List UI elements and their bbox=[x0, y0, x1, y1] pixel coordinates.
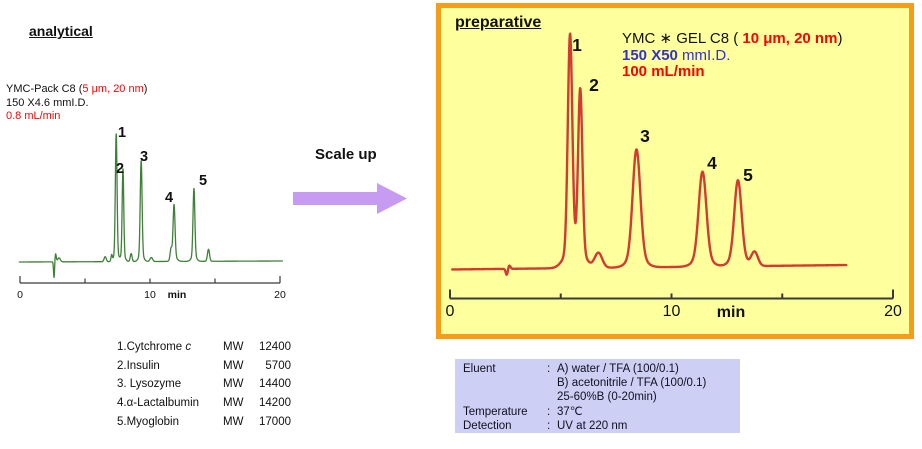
preparative-chromatogram: 0 10 20 min 12 3 4 5 bbox=[446, 32, 902, 321]
mw-label: MW bbox=[223, 397, 244, 410]
peak-label-3: 3 bbox=[640, 126, 650, 146]
analytical-column-line2: 150 X4.6 mmI.D. bbox=[6, 96, 89, 109]
preparative-column-line2: 150 X50 mmI.D. bbox=[622, 46, 842, 65]
paren-close-text: ) bbox=[837, 30, 843, 47]
mw-label: MW bbox=[223, 341, 244, 353]
peak-label-1: 1 bbox=[118, 125, 126, 141]
preparative-column-info: YMC ∗ GEL C8 ( 10 μm, 20 nm) 150 X50 mmI… bbox=[622, 30, 843, 81]
right-arrow-icon bbox=[293, 183, 407, 214]
condition-label: Detection bbox=[463, 419, 512, 432]
condition-colon: : bbox=[547, 405, 551, 418]
x-axis-tick-label: 10 bbox=[144, 289, 156, 301]
paren-close-text: ) bbox=[143, 83, 148, 95]
peak-label-4: 4 bbox=[165, 190, 173, 206]
compound-name: 2.Insulin bbox=[117, 359, 160, 372]
x-axis-tick-label: 0 bbox=[17, 289, 23, 301]
compound-name: 4.α-Lactalbumin bbox=[117, 397, 200, 410]
condition-value: 25-60%B (0-20min) bbox=[557, 391, 657, 404]
condition-label: Eluent bbox=[463, 363, 496, 375]
peak-label-1: 1 bbox=[572, 35, 582, 55]
analytical-column-line1: YMC-Pack C8 (5 μm, 20 nm) bbox=[6, 83, 147, 97]
mw-value: 12400 bbox=[259, 341, 291, 353]
column-name-text: YMC-Pack C8 ( bbox=[6, 83, 83, 95]
peak-label-5: 5 bbox=[743, 165, 753, 185]
x-axis-tick-label: 20 bbox=[884, 303, 902, 320]
preparative-title: preparative bbox=[455, 14, 542, 31]
x-axis-unit-label: min bbox=[717, 304, 745, 321]
analytical-column-info: YMC-Pack C8 (5 μm, 20 nm) 150 X4.6 mmI.D… bbox=[6, 83, 147, 124]
mw-value: 5700 bbox=[265, 359, 291, 372]
conditions-box: Eluent: A) water / TFA (100/0.1) B) aceton… bbox=[455, 359, 740, 433]
x-axis-tick-label: 20 bbox=[274, 289, 286, 301]
mw-value: 14200 bbox=[259, 397, 291, 410]
particle-pore-text: 10 μm, 20 nm bbox=[742, 30, 838, 47]
preparative-flow-rate: 100 mL/min bbox=[622, 63, 705, 80]
compound-name: 3. Lysozyme bbox=[117, 378, 182, 391]
condition-colon: : bbox=[547, 419, 551, 432]
x-axis-tick-label: 0 bbox=[446, 303, 455, 320]
preparative-box bbox=[436, 3, 914, 339]
compound-name: 1.Cytchrome c bbox=[117, 341, 192, 353]
x-axis-unit-label: min bbox=[168, 289, 187, 301]
condition-colon bbox=[547, 390, 557, 404]
column-size-unit-text: mmI.D. bbox=[677, 46, 731, 64]
condition-value: A) water / TFA (100/0.1) bbox=[557, 363, 679, 375]
analytical-flow-rate: 0.8 mL/min bbox=[6, 110, 61, 122]
condition-colon bbox=[547, 376, 557, 390]
condition-label bbox=[463, 390, 547, 404]
x-axis-tick-label: 10 bbox=[663, 303, 681, 320]
condition-value: 37℃ bbox=[557, 405, 583, 418]
scale-up-label: Scale up bbox=[315, 146, 377, 163]
mw-label: MW bbox=[223, 359, 244, 372]
condition-label bbox=[463, 376, 547, 390]
peak-label-3: 3 bbox=[140, 149, 148, 165]
mw-value: 14400 bbox=[259, 378, 291, 391]
mw-label: MW bbox=[223, 378, 244, 391]
condition-colon: : bbox=[547, 363, 551, 375]
compound-name: 5.Myoglobin bbox=[117, 415, 180, 428]
column-name-text: YMC ∗ GEL C8 ( bbox=[622, 30, 743, 47]
mw-value: 17000 bbox=[259, 415, 291, 428]
mw-label: MW bbox=[223, 415, 244, 428]
preparative-trace bbox=[451, 32, 848, 276]
condition-label: Temperature bbox=[463, 405, 528, 418]
preparative-column-line1: YMC ∗ GEL C8 ( 10 μm, 20 nm) bbox=[622, 30, 843, 48]
analytical-trace bbox=[18, 133, 284, 279]
compound-name-italic: c bbox=[185, 341, 192, 353]
peak-label-5: 5 bbox=[199, 173, 207, 189]
peak-label-4: 4 bbox=[707, 153, 717, 173]
analytical-title: analytical bbox=[29, 23, 93, 39]
scale-up-arrow bbox=[293, 183, 407, 214]
condition-value: UV at 220 nm bbox=[557, 419, 628, 432]
particle-pore-text: 5 μm, 20 nm bbox=[82, 83, 144, 95]
column-size-text: 150 X50 bbox=[622, 46, 678, 64]
peak-label-2: 2 bbox=[116, 161, 124, 177]
peak-label-2: 2 bbox=[589, 75, 599, 95]
condition-value: B) acetonitrile / TFA (100/0.1) bbox=[557, 377, 707, 390]
compound-list: 1.Cytchrome c MW 12400 2.Insulin MW 5700 3. Ly… bbox=[117, 338, 291, 432]
